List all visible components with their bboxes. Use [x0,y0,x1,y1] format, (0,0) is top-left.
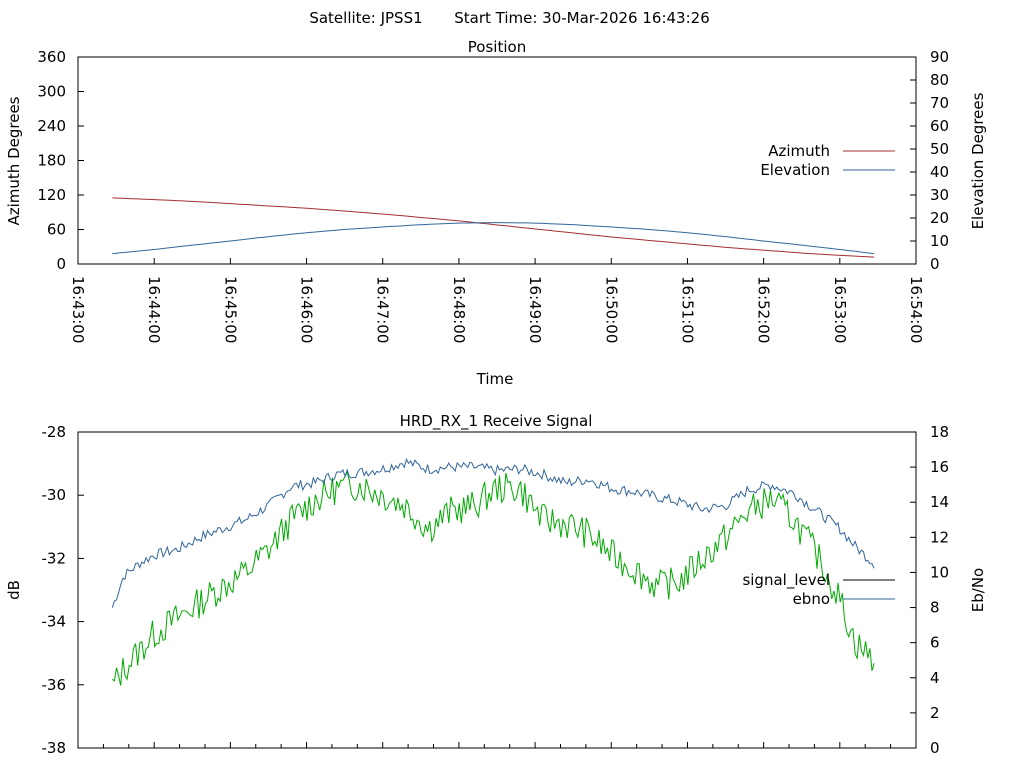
receive-signal-y-tick-label-2: -34 [42,613,67,631]
position-y2-tick-label-6: 60 [930,117,949,135]
position-x-tick-label-5: 16:48:00 [450,276,468,343]
legend-azimuth-label: Azimuth [768,142,830,160]
position-x-tick-label-8: 16:51:00 [678,276,696,343]
position-x-tick-label-6: 16:49:00 [526,276,544,343]
position-y2-tick-label-8: 80 [930,71,949,89]
receive-signal-y-tick-label-3: -32 [42,549,67,567]
receive-signal-y2-tick-label-6: 12 [930,528,949,546]
receive-signal-legend: signal_level ebno [742,571,895,608]
receive-signal-x-ticks [77,742,917,748]
receive-signal-y2-tick-label-7: 14 [930,493,949,511]
position-y-tick-label-3: 180 [37,152,66,170]
position-y-axis-label: Azimuth Degrees [5,96,23,225]
position-x-tick-label-4: 16:47:00 [374,276,392,343]
receive-signal-chart: HRD_RX_1 Receive Signal dB Eb/No -38-36-… [5,412,987,757]
legend-ebno-label: ebno [793,590,830,608]
position-y-tick-label-0: 0 [56,255,66,273]
satellite-label: Satellite: JPSS1 [309,9,422,27]
position-y-ticks: 0 60 120 180 240 300 360 [37,48,84,273]
receive-signal-y2-tick-label-3: 6 [930,634,940,652]
receive-signal-y-tick-label-0: -38 [42,739,67,757]
receive-signal-y2-axis-label: Eb/No [969,568,987,612]
position-y2-tick-label-9: 90 [930,48,949,66]
receive-signal-y-ticks: -38 -36 -34 -32 -30 -28 [42,423,84,757]
receive-signal-y2-tick-label-4: 8 [930,599,940,617]
receive-signal-chart-title: HRD_RX_1 Receive Signal [400,412,593,431]
receive-signal-y2-tick-label-5: 10 [930,563,949,581]
receive-signal-y2-tick-label-0: 0 [930,739,940,757]
position-x-axis-label: Time [476,370,514,388]
legend-elevation-label: Elevation [760,161,830,179]
receive-signal-series [111,458,875,686]
receive-signal-y-axis-label: dB [5,580,23,600]
position-y-tick-label-1: 60 [47,221,66,239]
ebno-line [111,458,875,608]
position-x-tick-label-3: 16:46:00 [298,276,316,343]
position-y2-tick-label-3: 30 [930,186,949,204]
position-y2-axis-label: Elevation Degrees [969,92,987,229]
position-y2-tick-label-7: 70 [930,94,949,112]
position-y2-tick-label-0: 0 [930,255,940,273]
receive-signal-y-tick-label-1: -36 [42,676,67,694]
position-y2-tick-label-5: 50 [930,140,949,158]
position-y-tick-label-4: 240 [37,117,66,135]
position-x-tick-label-7: 16:50:00 [602,276,620,343]
position-x-tick-label-2: 16:45:00 [221,276,239,343]
position-chart-title: Position [468,38,526,56]
position-x-tick-label-10: 16:53:00 [831,276,849,343]
position-y2-ticks: 0 10 20 30 40 50 60 70 80 90 [910,48,949,273]
receive-signal-y2-tick-label-8: 16 [930,458,949,476]
position-chart: Position Azimuth Degrees Elevation Degre… [5,38,987,388]
position-y2-tick-label-1: 10 [930,232,949,250]
receive-signal-y2-ticks: 0 2 4 6 8 10 12 14 16 18 [910,423,949,757]
position-y2-tick-label-4: 40 [930,163,949,181]
position-y2-tick-label-2: 20 [930,209,949,227]
position-series [112,197,875,258]
receive-signal-y-tick-label-4: -30 [42,486,67,504]
legend-signal-level-label: signal_level [742,571,830,590]
receive-signal-y-tick-label-5: -28 [42,423,67,441]
receive-signal-plot-frame [77,431,917,749]
position-x-tick-label-1: 16:44:00 [145,276,163,343]
azimuth-line [112,197,875,258]
receive-signal-y2-tick-label-2: 4 [930,669,940,687]
position-y-tick-label-5: 300 [37,83,66,101]
position-legend: Azimuth Elevation [760,142,895,179]
position-y-tick-label-2: 120 [37,186,66,204]
start-time-label: Start Time: 30-Mar-2026 16:43:26 [454,9,710,27]
ebno-green-line [111,470,875,686]
elevation-line [112,222,875,255]
position-x-tick-label-11: 16:54:00 [907,276,925,343]
receive-signal-y2-tick-label-1: 2 [930,704,940,722]
position-x-ticks: 16:43:00 16:44:00 16:45:00 16:46:00 16:47:00… [69,258,925,343]
receive-signal-y2-tick-label-9: 18 [930,423,949,441]
position-x-tick-label-0: 16:43:00 [69,276,87,343]
position-y-tick-label-6: 360 [37,48,66,66]
position-x-tick-label-9: 16:52:00 [755,276,773,343]
